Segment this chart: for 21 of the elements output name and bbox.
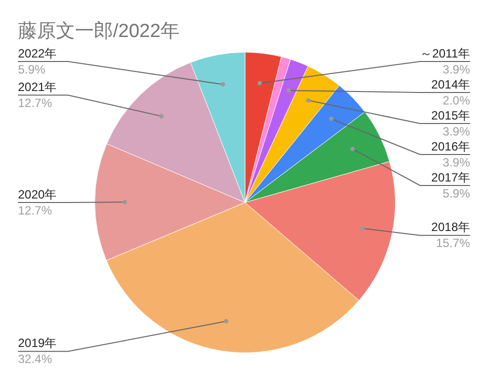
- data-label: 12.7%: [18, 203, 52, 218]
- slice-label: 2021年: [18, 80, 57, 94]
- slice-label: 2019年: [18, 336, 57, 350]
- data-label: 5.9%: [442, 186, 470, 200]
- data-label: 3.9%: [442, 124, 470, 138]
- slice-label: 2016年: [431, 139, 470, 154]
- slice-label: 2017年: [431, 170, 470, 184]
- slice-label: ～2011年: [420, 46, 470, 60]
- data-label: 5.9%: [18, 62, 46, 76]
- data-label: 2.0%: [442, 93, 470, 108]
- slice-label: 2018年: [431, 220, 470, 234]
- slice-label: 2014年: [431, 77, 470, 92]
- data-label: 12.7%: [18, 96, 52, 110]
- data-label: 32.4%: [18, 352, 52, 366]
- slice-label: 2022年: [18, 46, 57, 60]
- slice-label: 2020年: [18, 187, 57, 202]
- data-label: 15.7%: [436, 236, 470, 250]
- data-label: 3.9%: [442, 62, 470, 76]
- data-label: 3.9%: [442, 155, 470, 170]
- chart-title: 藤原文一郎/2022年: [18, 20, 180, 44]
- slice-label: 2015年: [431, 108, 470, 122]
